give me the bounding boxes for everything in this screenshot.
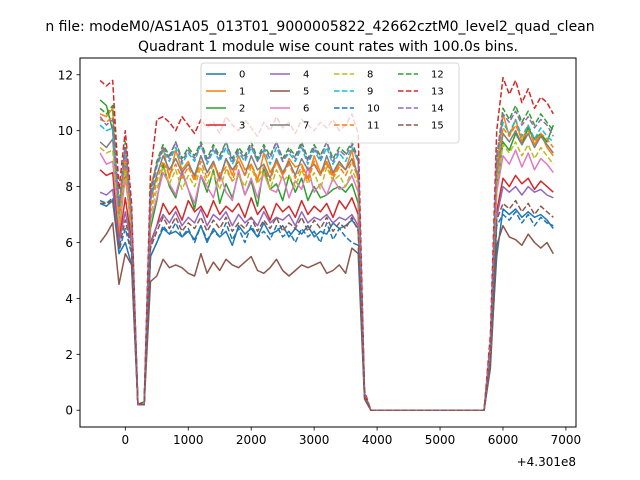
series-line-8 xyxy=(99,141,554,411)
x-tick-label: 2000 xyxy=(236,433,267,447)
y-tick-label: 10 xyxy=(58,124,73,138)
series-layer xyxy=(99,76,555,411)
y-tick-label: 8 xyxy=(65,180,73,194)
x-tick-label: 0 xyxy=(121,433,129,447)
x-tick-label: 3000 xyxy=(299,433,330,447)
series-line-15 xyxy=(100,199,554,411)
x-tick-label: 1000 xyxy=(173,433,204,447)
plot-area xyxy=(79,57,577,428)
x-offset-label: +4.301e8 xyxy=(517,455,576,469)
legend-label-12: 12 xyxy=(431,70,444,81)
y-tick-label: 6 xyxy=(65,236,73,250)
y-tick-label: 4 xyxy=(65,292,73,306)
x-tick-label: 5000 xyxy=(425,433,456,447)
legend-label-1: 1 xyxy=(239,87,245,98)
legend-label-13: 13 xyxy=(431,87,444,98)
x-tick-label: 6000 xyxy=(488,433,519,447)
legend-label-3: 3 xyxy=(239,121,245,132)
y-tick-label: 0 xyxy=(65,404,73,418)
legend-label-9: 9 xyxy=(367,87,373,98)
legend-label-6: 6 xyxy=(303,104,309,115)
chart-title: Quadrant 1 module wise count rates with … xyxy=(138,39,518,55)
legend-label-4: 4 xyxy=(303,70,309,81)
y-axis: 0 2 4 6 8 10 12 xyxy=(58,68,80,418)
legend-label-15: 15 xyxy=(431,121,444,132)
y-tick-label: 12 xyxy=(58,68,73,82)
x-tick-label: 4000 xyxy=(362,433,393,447)
y-tick-label: 2 xyxy=(65,348,73,362)
legend-label-8: 8 xyxy=(367,70,373,81)
legend-box xyxy=(200,62,460,144)
legend-label-14: 14 xyxy=(431,104,444,115)
legend-label-2: 2 xyxy=(239,104,245,115)
legend-label-0: 0 xyxy=(239,70,245,81)
legend-label-7: 7 xyxy=(303,121,309,132)
legend-label-11: 11 xyxy=(367,121,380,132)
x-tick-label: 7000 xyxy=(551,433,582,447)
figure-suptitle: n file: modeM0/AS1A05_013T01_9000005822_… xyxy=(45,19,594,35)
x-axis: 0 1000 2000 3000 4000 5000 6000 7000 xyxy=(121,427,581,447)
legend-label-10: 10 xyxy=(367,104,380,115)
legend-label-5: 5 xyxy=(303,87,309,98)
